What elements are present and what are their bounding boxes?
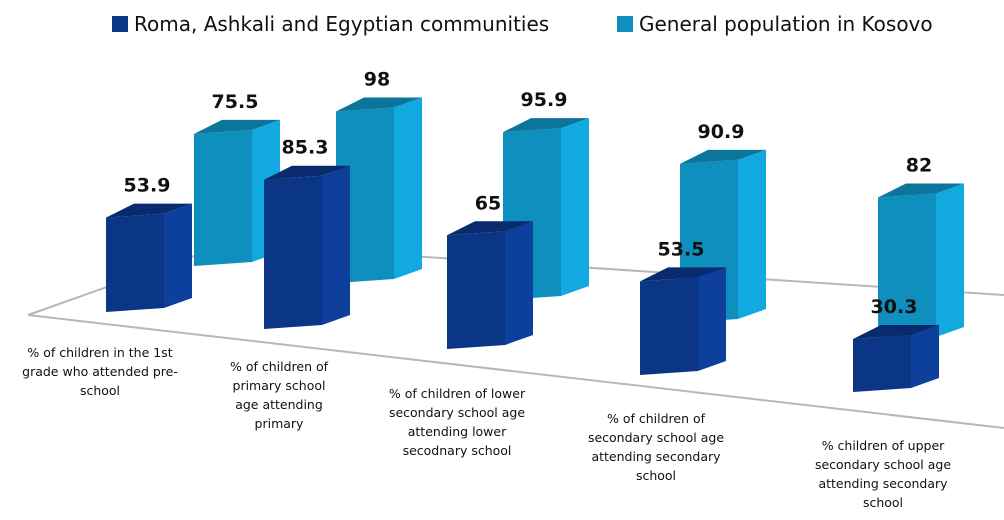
category-label-0: % of children in the 1st grade who attend…: [22, 345, 178, 398]
bar-side-face: [561, 118, 589, 296]
category-labels: % of children in the 1st grade who attend…: [22, 345, 951, 510]
bar-top-face: [878, 183, 964, 198]
value-label-general-4: 82: [906, 155, 932, 177]
bar-top-face: [264, 165, 350, 180]
value-label-general-1: 98: [364, 69, 390, 91]
bar-front-face: [878, 193, 936, 341]
value-label-roma-3: 53.5: [658, 238, 705, 260]
bar-roma-1: [264, 165, 350, 329]
bar-side-face: [164, 203, 192, 308]
bar-side-face: [505, 221, 533, 345]
bar-top-face: [336, 97, 422, 112]
bar-side-face: [738, 149, 766, 319]
legend: Roma, Ashkali and Egyptian communities G…: [112, 12, 933, 36]
category-label-2: % of children of lower secondary school a…: [389, 386, 526, 458]
bar-side-face: [911, 324, 939, 388]
bar-general-1: [336, 97, 422, 283]
value-label-roma-4: 30.3: [871, 296, 918, 318]
bar-roma-2: [447, 221, 533, 349]
value-label-roma-0: 53.9: [124, 175, 171, 197]
bar-top-face: [680, 149, 766, 164]
bar-front-face: [853, 334, 911, 392]
legend-label-roma: Roma, Ashkali and Egyptian communities: [134, 12, 549, 36]
bar-front-face: [264, 175, 322, 329]
bar-side-face: [936, 183, 964, 337]
bar-top-face: [194, 119, 280, 134]
bar-top-face: [640, 267, 726, 282]
category-label-1: % of children of primary school age attend…: [230, 359, 329, 431]
bar-front-face: [447, 231, 505, 349]
bar-top-face: [447, 221, 533, 236]
bar-front-face: [106, 213, 164, 312]
legend-swatch-roma: [112, 16, 128, 32]
bar-general-3: [680, 149, 766, 323]
value-label-general-2: 95.9: [521, 89, 568, 111]
category-label-3: % of children of secondary school age atte…: [588, 411, 724, 483]
bar-roma-3: [640, 267, 726, 375]
floor-edge-front: [27, 314, 1004, 429]
bar-front-face: [194, 129, 252, 266]
value-label-roma-1: 85.3: [282, 137, 329, 159]
bar-top-face: [853, 324, 939, 339]
bars: [106, 97, 964, 392]
value-label-general-3: 90.9: [698, 121, 745, 143]
bar-side-face: [322, 165, 350, 325]
category-label-4: % children of upper secondary school age a…: [815, 438, 951, 510]
bar-top-face: [503, 118, 589, 133]
bar-top-face: [106, 203, 192, 218]
bar-general-4: [878, 183, 964, 341]
legend-swatch-general: [617, 16, 633, 32]
bar-front-face: [640, 277, 698, 375]
value-labels: 75.5 53.9 98 85.3 95.9 65 90.9 53.5 82 30.3: [124, 69, 933, 318]
bar-side-face: [394, 97, 422, 279]
value-label-general-0: 75.5: [212, 91, 259, 113]
value-label-roma-2: 65: [475, 192, 501, 214]
legend-label-general: General population in Kosovo: [639, 12, 933, 36]
bar-roma-0: [106, 203, 192, 312]
bar-side-face: [698, 267, 726, 371]
bar-front-face: [336, 107, 394, 283]
bar-roma-4: [853, 324, 939, 392]
